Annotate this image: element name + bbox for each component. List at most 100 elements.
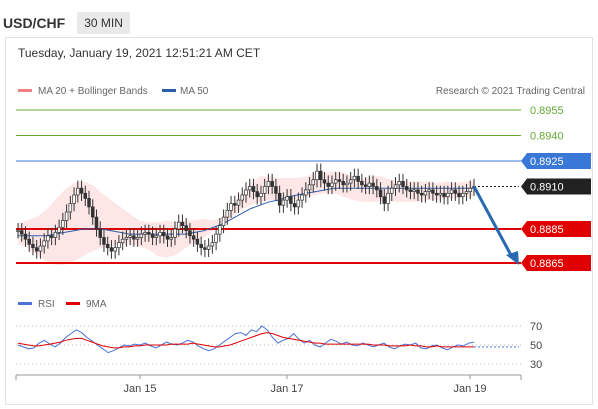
candle-body: [16, 230, 20, 233]
candle: [296, 192, 301, 215]
candle-body: [315, 170, 319, 181]
candle-body: [105, 243, 110, 249]
candle: [42, 233, 46, 254]
candle: [397, 173, 401, 193]
candle: [274, 178, 278, 201]
candle: [345, 175, 349, 193]
candle: [304, 182, 308, 203]
candle: [266, 173, 271, 195]
candle-body: [46, 235, 50, 242]
candle: [158, 224, 162, 244]
candle: [83, 185, 88, 207]
timeframe-badge[interactable]: 30 MIN: [77, 12, 130, 34]
candle: [46, 228, 50, 249]
candle-body: [233, 203, 237, 206]
candle-body: [68, 203, 73, 213]
candle-body: [262, 186, 267, 194]
candle-body: [132, 235, 136, 240]
candlesticks: [16, 163, 476, 259]
candle-body: [457, 192, 461, 198]
candle-body: [337, 179, 342, 182]
candle-body: [83, 192, 88, 199]
candle-body: [285, 196, 289, 201]
candle: [352, 168, 357, 188]
candle: [438, 185, 443, 203]
candle-body: [76, 187, 80, 196]
candle-body: [94, 216, 99, 230]
candle: [210, 234, 215, 254]
candle: [38, 238, 43, 259]
candle: [76, 180, 80, 203]
candle: [457, 185, 461, 205]
candle-body: [42, 240, 46, 247]
candle-body: [277, 192, 282, 206]
candle: [356, 168, 360, 190]
candle: [393, 177, 398, 196]
candle-body: [203, 247, 207, 250]
candle: [251, 178, 256, 200]
candle-body: [360, 181, 364, 186]
candle-body: [330, 182, 334, 187]
candle-body: [442, 192, 446, 198]
candle: [416, 182, 420, 201]
candle: [341, 173, 345, 193]
candle-body: [296, 199, 301, 208]
candle: [206, 238, 211, 258]
candle: [173, 221, 177, 246]
candle: [27, 231, 31, 252]
candle-body: [423, 191, 428, 196]
bollinger-legend-label: MA 20 + Bollinger Bands: [38, 86, 148, 97]
current-price-label: 0.8910: [530, 182, 564, 194]
candle: [147, 224, 151, 242]
rsi-legend-swatch: [18, 302, 32, 305]
candle: [240, 187, 245, 208]
chart-header: USD/CHF 30 MIN: [0, 10, 130, 36]
candle: [262, 178, 267, 201]
candle: [143, 224, 147, 242]
candle: [277, 185, 282, 213]
candle-body: [319, 170, 323, 181]
candle-body: [408, 189, 413, 192]
candle: [184, 217, 188, 239]
candle: [195, 231, 200, 252]
candle-body: [124, 237, 129, 240]
candle: [61, 212, 65, 235]
candle-body: [434, 192, 439, 196]
ma50-legend-swatch: [162, 89, 176, 92]
x-tick-label: Jan 15: [123, 383, 156, 395]
candle: [461, 185, 465, 205]
candle-body: [147, 232, 151, 235]
candle-body: [72, 194, 76, 204]
candle: [180, 214, 185, 234]
candle: [94, 209, 99, 237]
candle-body: [255, 191, 259, 198]
candle-body: [31, 243, 35, 249]
candle-body: [266, 181, 271, 187]
candle-body: [401, 181, 405, 187]
candle: [132, 228, 136, 247]
rsi-tick-label: 30: [530, 359, 542, 371]
support-price-label: 0.8885: [530, 224, 564, 236]
candle-body: [427, 189, 431, 192]
candle-body: [109, 247, 114, 252]
projection-arrow: [472, 185, 519, 265]
candle-body: [311, 179, 316, 186]
x-axis: Jan 15 Jan 17 Jan 19: [15, 374, 522, 395]
candle-body: [431, 189, 435, 194]
candle-body: [214, 233, 218, 243]
candle: [176, 214, 181, 237]
instrument-title: USD/CHF: [3, 15, 66, 31]
candle-body: [397, 181, 401, 186]
candle: [281, 192, 286, 213]
candle: [348, 172, 353, 191]
rsi-tick-label: 50: [530, 340, 542, 352]
candle: [218, 217, 222, 242]
candle: [236, 192, 241, 213]
candle-body: [289, 196, 293, 204]
candle-body: [38, 245, 43, 252]
candle: [247, 178, 252, 198]
resistance-price-label: 0.8925: [530, 156, 564, 168]
candle-body: [79, 187, 84, 194]
candle-body: [139, 233, 144, 238]
candle: [371, 175, 375, 195]
